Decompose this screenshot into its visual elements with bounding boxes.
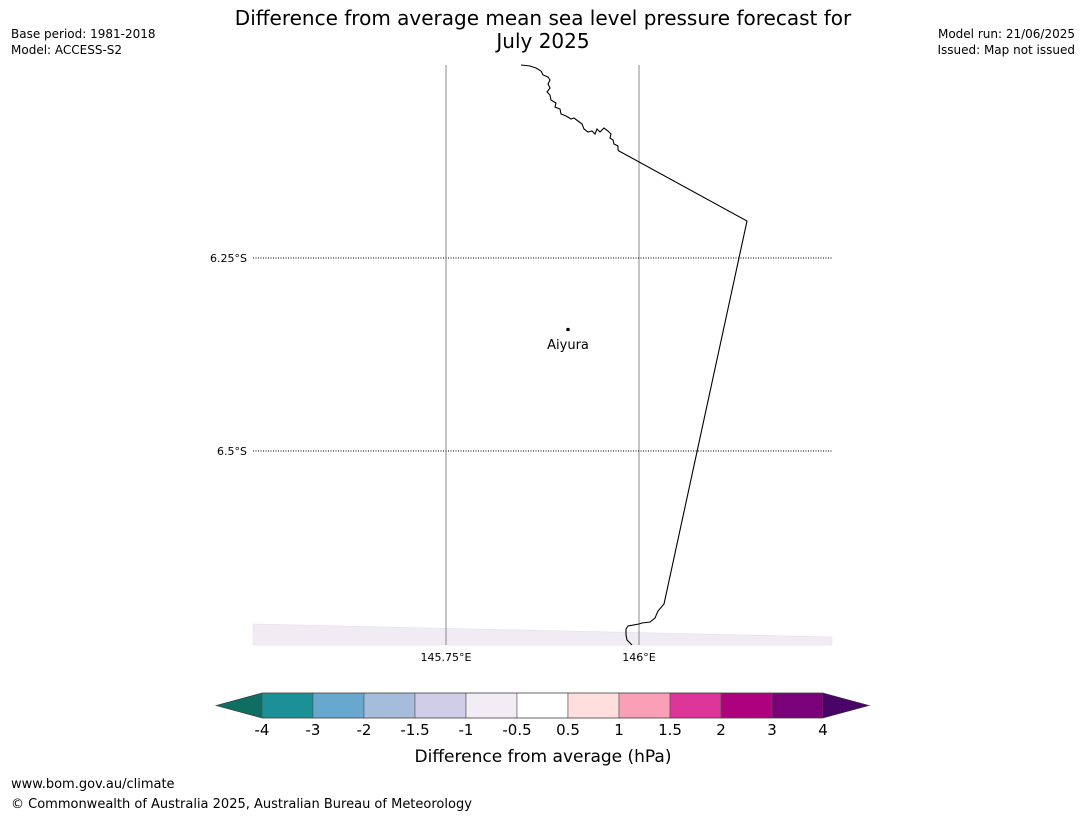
colorbar-swatch [465,692,518,719]
title-line-2: July 2025 [496,29,590,53]
model-run-text: Model run: 21/06/2025 [937,27,1075,41]
colorbar-tick-label: -1.5 [400,721,429,739]
lon-label-146: 146°E [622,651,655,664]
colorbar-swatch [771,692,824,719]
lat-label-6-25: 6.25°S [210,252,247,265]
colorbar-tick-label: 0.5 [556,721,580,739]
footer-copyright: © Commonwealth of Australia 2025, Austra… [11,797,472,812]
aiyura-label: Aiyura [547,338,589,353]
colorbar-swatch [567,692,620,719]
meta-right: Model run: 21/06/2025 Issued: Map not is… [937,26,1075,58]
meta-left: Base period: 1981-2018 Model: ACCESS-S2 [11,26,156,58]
colorbar-tick-label: 1 [614,721,624,739]
coastline-border [520,64,748,646]
colorbar-tick-label: -4 [255,721,270,739]
colorbar-swatch [363,692,416,719]
colorbar-tick-label: 1.5 [658,721,682,739]
colorbar-swatch [669,692,722,719]
colorbar-swatch [261,692,314,719]
model-text: Model: ACCESS-S2 [11,43,123,57]
footer-url[interactable]: www.bom.gov.au/climate [11,777,175,792]
colorbar-tick-label: 4 [818,721,828,739]
colorbar-tick-label: -2 [357,721,372,739]
colorbar-under-arrow [216,693,262,718]
colorbar-label: Difference from average (hPa) [415,747,672,767]
colorbar-swatch [516,692,569,719]
colorbar-outline [214,692,871,719]
colorbar-tick-label: -1 [459,721,474,739]
footer: www.bom.gov.au/climate © Commonwealth of… [11,775,472,815]
colorbar-tick-label: 2 [716,721,726,739]
lon-label-145-75: 145.75°E [421,651,472,664]
colorbar-swatches [214,692,871,719]
colorbar-over-arrow [823,693,869,718]
colorbar-tick-label: -0.5 [502,721,531,739]
colorbar-ticks: -4 -3 -2 -1.5 -1 -0.5 0.5 1 1.5 2 3 4 [255,721,828,739]
colorbar-swatch [312,692,365,719]
title-line-1: Difference from average mean sea level p… [234,6,852,30]
issued-text: Issued: Map not issued [937,43,1075,57]
colorbar-swatch [618,692,671,719]
map-area: Aiyura 6.25°S 6.5°S 145.75°E 146°E [210,64,833,664]
aiyura-marker [566,327,570,332]
colorbar-swatch [720,692,773,719]
colorbar-swatch [414,692,467,719]
colorbar-tick-label: -3 [306,721,321,739]
colorbar-tick-label: 3 [767,721,777,739]
map-title: Difference from average mean sea level p… [193,7,893,53]
base-period-text: Base period: 1981-2018 [11,27,156,41]
lat-label-6-5: 6.5°S [217,445,247,458]
